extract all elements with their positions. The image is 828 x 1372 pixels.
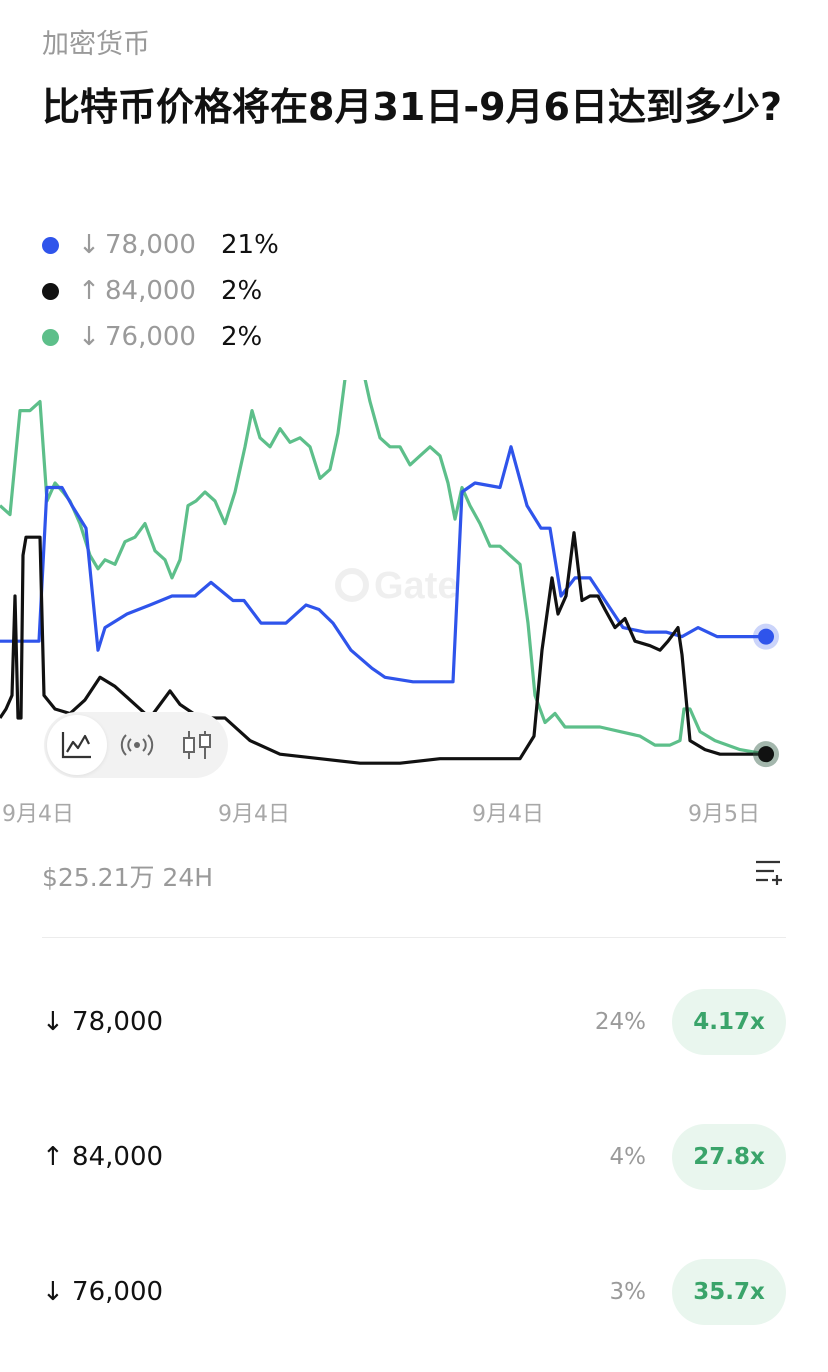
sort-filter-icon <box>756 860 782 885</box>
legend-row: ↓ 78,000 21% <box>42 222 279 268</box>
gate-watermark: Gate <box>335 565 458 607</box>
legend-row: ↑ 84,000 2% <box>42 268 279 314</box>
series-end-point <box>758 628 774 645</box>
chart-type-toolbar <box>44 712 228 778</box>
legend-arrow: ↓ <box>78 230 100 260</box>
page-title: 比特币价格将在8月31日-9月6日达到多少? <box>42 85 783 129</box>
payout-button[interactable]: 4.17x <box>672 989 786 1055</box>
line-chart-button[interactable] <box>47 715 107 775</box>
legend-arrow: ↑ <box>78 276 100 306</box>
x-axis-tick-label: 9月4日 <box>472 802 544 827</box>
series-line <box>0 380 767 756</box>
category-label: 加密货币 <box>42 29 150 60</box>
outcome-label: ↓ 76,000 <box>42 1277 164 1307</box>
trading-volume: $25.21万 24H <box>42 863 214 892</box>
series-end-point <box>758 746 774 763</box>
broadcast-icon <box>120 734 154 756</box>
line-chart-icon <box>61 732 91 759</box>
legend-value: 78,000 <box>105 230 196 260</box>
x-axis-tick-label: 9月5日 <box>688 802 760 827</box>
outcome-probability: 24% <box>594 1009 646 1035</box>
outcome-row[interactable]: ↓ 78,000 24% 4.17x <box>42 989 786 1055</box>
price-chart[interactable]: Gate <box>0 380 828 780</box>
legend-percentage: 2% <box>221 322 263 352</box>
divider <box>42 937 786 938</box>
series-line <box>0 445 766 684</box>
legend-value: 84,000 <box>105 276 196 306</box>
legend-arrow: ↓ <box>78 322 100 352</box>
live-button[interactable] <box>107 712 167 778</box>
outcome-label: ↓ 78,000 <box>42 1007 164 1037</box>
x-axis-tick-label: 9月4日 <box>218 802 290 827</box>
series-line <box>0 531 766 765</box>
legend-row: ↓ 76,000 2% <box>42 314 279 360</box>
candlestick-button[interactable] <box>167 712 227 778</box>
legend-dot <box>42 236 59 254</box>
legend-percentage: 2% <box>221 276 263 306</box>
payout-button[interactable]: 35.7x <box>672 1259 786 1325</box>
legend-dot <box>42 282 59 300</box>
sort-filter-button[interactable] <box>754 858 784 890</box>
legend-value: 76,000 <box>105 322 196 352</box>
legend-dot <box>42 328 59 346</box>
outcome-probability: 3% <box>609 1279 647 1305</box>
legend-percentage: 21% <box>221 230 279 260</box>
watermark-text: Gate <box>374 565 458 607</box>
outcome-row[interactable]: ↑ 84,000 4% 27.8x <box>42 1124 786 1190</box>
watermark-logo-icon <box>335 568 369 602</box>
outcome-row[interactable]: ↓ 76,000 3% 35.7x <box>42 1259 786 1325</box>
x-axis-tick-label: 9月4日 <box>2 802 74 827</box>
outcome-label: ↑ 84,000 <box>42 1142 164 1172</box>
payout-button[interactable]: 27.8x <box>672 1124 786 1190</box>
outcome-probability: 4% <box>609 1144 647 1170</box>
chart-legend: ↓ 78,000 21% ↑ 84,000 2% ↓ 76,000 2% <box>42 222 279 360</box>
candlestick-icon <box>183 731 211 759</box>
